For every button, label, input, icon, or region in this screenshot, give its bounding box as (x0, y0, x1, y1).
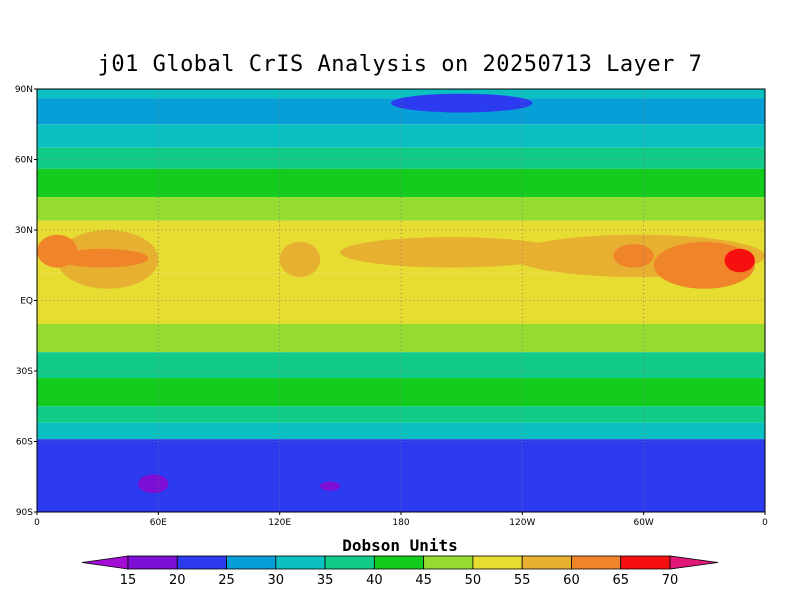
ozone-feature (320, 481, 341, 491)
colorbar-swatch (472, 555, 523, 570)
map-title: j01 Global CrIS Analysis on 20250713 Lay… (97, 52, 703, 77)
lon-tick-label: 0 (34, 518, 40, 528)
colorbar-label: 40 (366, 573, 383, 588)
colorbar-label: 25 (218, 573, 235, 588)
ozone-band (37, 272, 765, 324)
colorbar-label: 50 (465, 573, 482, 588)
lat-tick-label: 60N (15, 156, 33, 166)
colorbar-swatch (127, 555, 178, 570)
colorbar-label: 55 (514, 573, 531, 588)
ozone-feature (57, 248, 149, 268)
colorbar: 15 20 25 30 35 40 45 50 55 60 65 70 (81, 555, 719, 588)
lon-tick-label: 0 (762, 518, 768, 528)
colorbar-label: 45 (415, 573, 432, 588)
lon-tick-label: 120W (509, 518, 535, 528)
colorbar-label: 15 (120, 573, 137, 588)
colorbar-under-triangle (81, 555, 129, 570)
colorbar-label: 70 (662, 573, 679, 588)
ozone-feature (613, 244, 654, 268)
ozone-band (37, 147, 765, 169)
lon-tick-label: 120E (268, 518, 291, 528)
colorbar-title: Dobson Units (342, 536, 458, 555)
lon-tick-label: 60E (150, 518, 167, 528)
colorbar-label: 65 (612, 573, 629, 588)
colorbar-swatch (571, 555, 622, 570)
ozone-feature (340, 237, 563, 268)
lat-tick-label: 90N (15, 85, 33, 95)
ozone-band (37, 422, 765, 440)
colorbar-swatch (620, 555, 671, 570)
ozone-feature (138, 474, 169, 494)
colorbar-swatch (324, 555, 375, 570)
ozone-band (37, 378, 765, 407)
lat-tick-label: 30N (15, 226, 33, 236)
lon-tick-label: 180 (392, 518, 409, 528)
lat-tick-label: EQ (20, 297, 33, 307)
colorbar-label: 35 (317, 573, 334, 588)
ozone-field (37, 89, 765, 512)
ozone-band (37, 406, 765, 423)
colorbar-label: 30 (268, 573, 285, 588)
ozone-band (37, 197, 765, 221)
colorbar-swatch (226, 555, 277, 570)
colorbar-swatch (373, 555, 425, 570)
ozone-band (37, 124, 765, 148)
lat-tick-label: 60S (16, 438, 33, 448)
lat-tick-label: 30S (16, 367, 33, 377)
map-gridlines (37, 89, 765, 512)
ozone-feature (390, 93, 533, 113)
colorbar-swatch (521, 555, 572, 570)
ozone-feature (279, 241, 321, 277)
colorbar-swatch (423, 555, 474, 570)
colorbar-over-triangle (669, 555, 719, 570)
lon-tick-label: 60W (633, 518, 653, 528)
colorbar-label: 20 (169, 573, 186, 588)
lat-tick-label: 90S (16, 508, 33, 518)
colorbar-swatch (176, 555, 227, 570)
ozone-feature (724, 248, 755, 273)
ozone-band (37, 324, 765, 353)
colorbar-swatch (275, 555, 326, 570)
colorbar-label: 60 (563, 573, 580, 588)
